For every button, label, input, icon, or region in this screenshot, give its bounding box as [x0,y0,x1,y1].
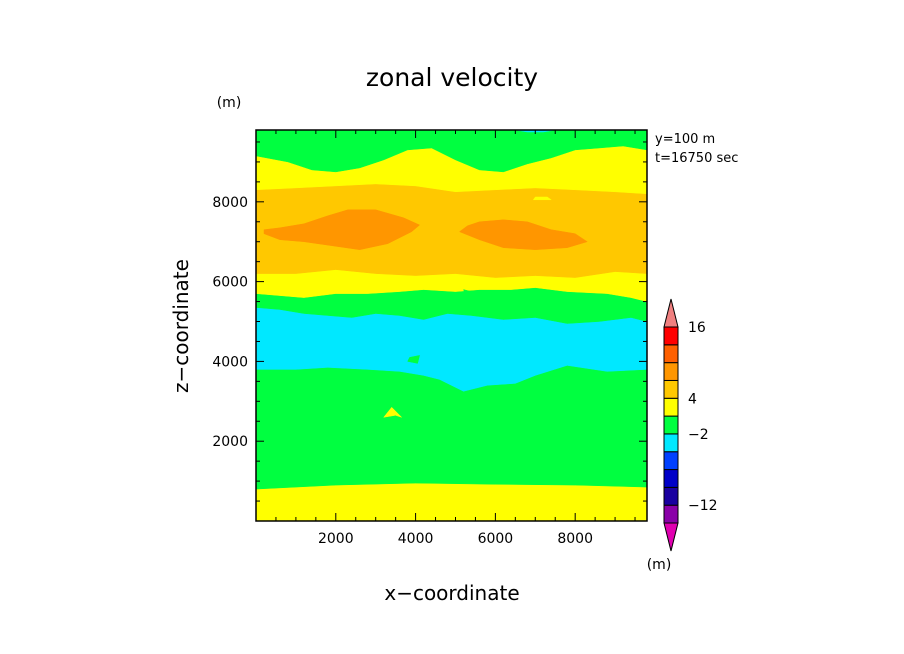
contour-region-top-green-band [256,130,647,173]
x-tick-label: 8000 [557,531,593,547]
colorbar-arrow-bottom [663,522,679,552]
colorbar-swatch [663,326,679,346]
colorbar-swatch [663,379,679,399]
contour-region-small-yellow-dot [532,196,552,201]
colorbar-swatch [663,504,679,524]
colorbar-arrow-top [663,298,679,328]
y-axis-label: z−coordinate [169,259,193,393]
contour-region-small-yellow-patch [383,406,402,418]
colorbar-swatch [663,397,679,417]
colorbar-swatch [663,344,679,364]
plot-frame [255,129,648,522]
colorbar-swatch [663,486,679,506]
contour-region-dark-orange-core-right [458,219,588,250]
colorbar-swatch [663,362,679,381]
contour-region-bottom-yellow-band [256,482,647,521]
colorbar-label: −2 [688,427,709,443]
colorbar-swatch [663,433,679,453]
x-axis-label: x−coordinate [384,581,519,605]
colorbar-label: 16 [688,320,706,336]
x-axis-ticks [275,130,636,521]
y-tick-label: 8000 [212,195,248,211]
colorbar-label: 4 [688,391,697,407]
annotation-t: t=16750 sec [655,151,738,166]
x-axis-tick-labels: 2000 4000 6000 8000 [318,531,593,547]
x-tick-label: 6000 [478,531,514,547]
contour-region-green-patch [407,355,420,364]
colorbar-swatch [663,451,679,471]
contour-region-dark-orange-core-left [263,209,421,250]
contour-region-small-green-tongue [463,289,472,301]
y-axis-ticks [256,141,647,502]
colorbar-labels: −12 −2 4 16 [688,320,718,514]
chart-title: zonal velocity [366,63,538,92]
y-tick-label: 4000 [212,354,248,370]
colorbar-swatch [663,415,679,435]
colorbar [663,298,679,552]
heatmap-regions [256,130,647,521]
colorbar-label: −12 [688,498,718,514]
y-tick-label: 6000 [212,275,248,291]
y-axis-unit: (m) [217,95,242,111]
x-tick-label: 2000 [318,531,354,547]
colorbar-swatch [663,469,679,488]
y-tick-label: 2000 [212,434,248,450]
colorbar-unit: (m) [647,557,672,573]
y-axis-tick-labels: 2000 4000 6000 8000 [212,195,248,450]
x-tick-label: 4000 [398,531,434,547]
annotation-y: y=100 m [655,132,715,147]
